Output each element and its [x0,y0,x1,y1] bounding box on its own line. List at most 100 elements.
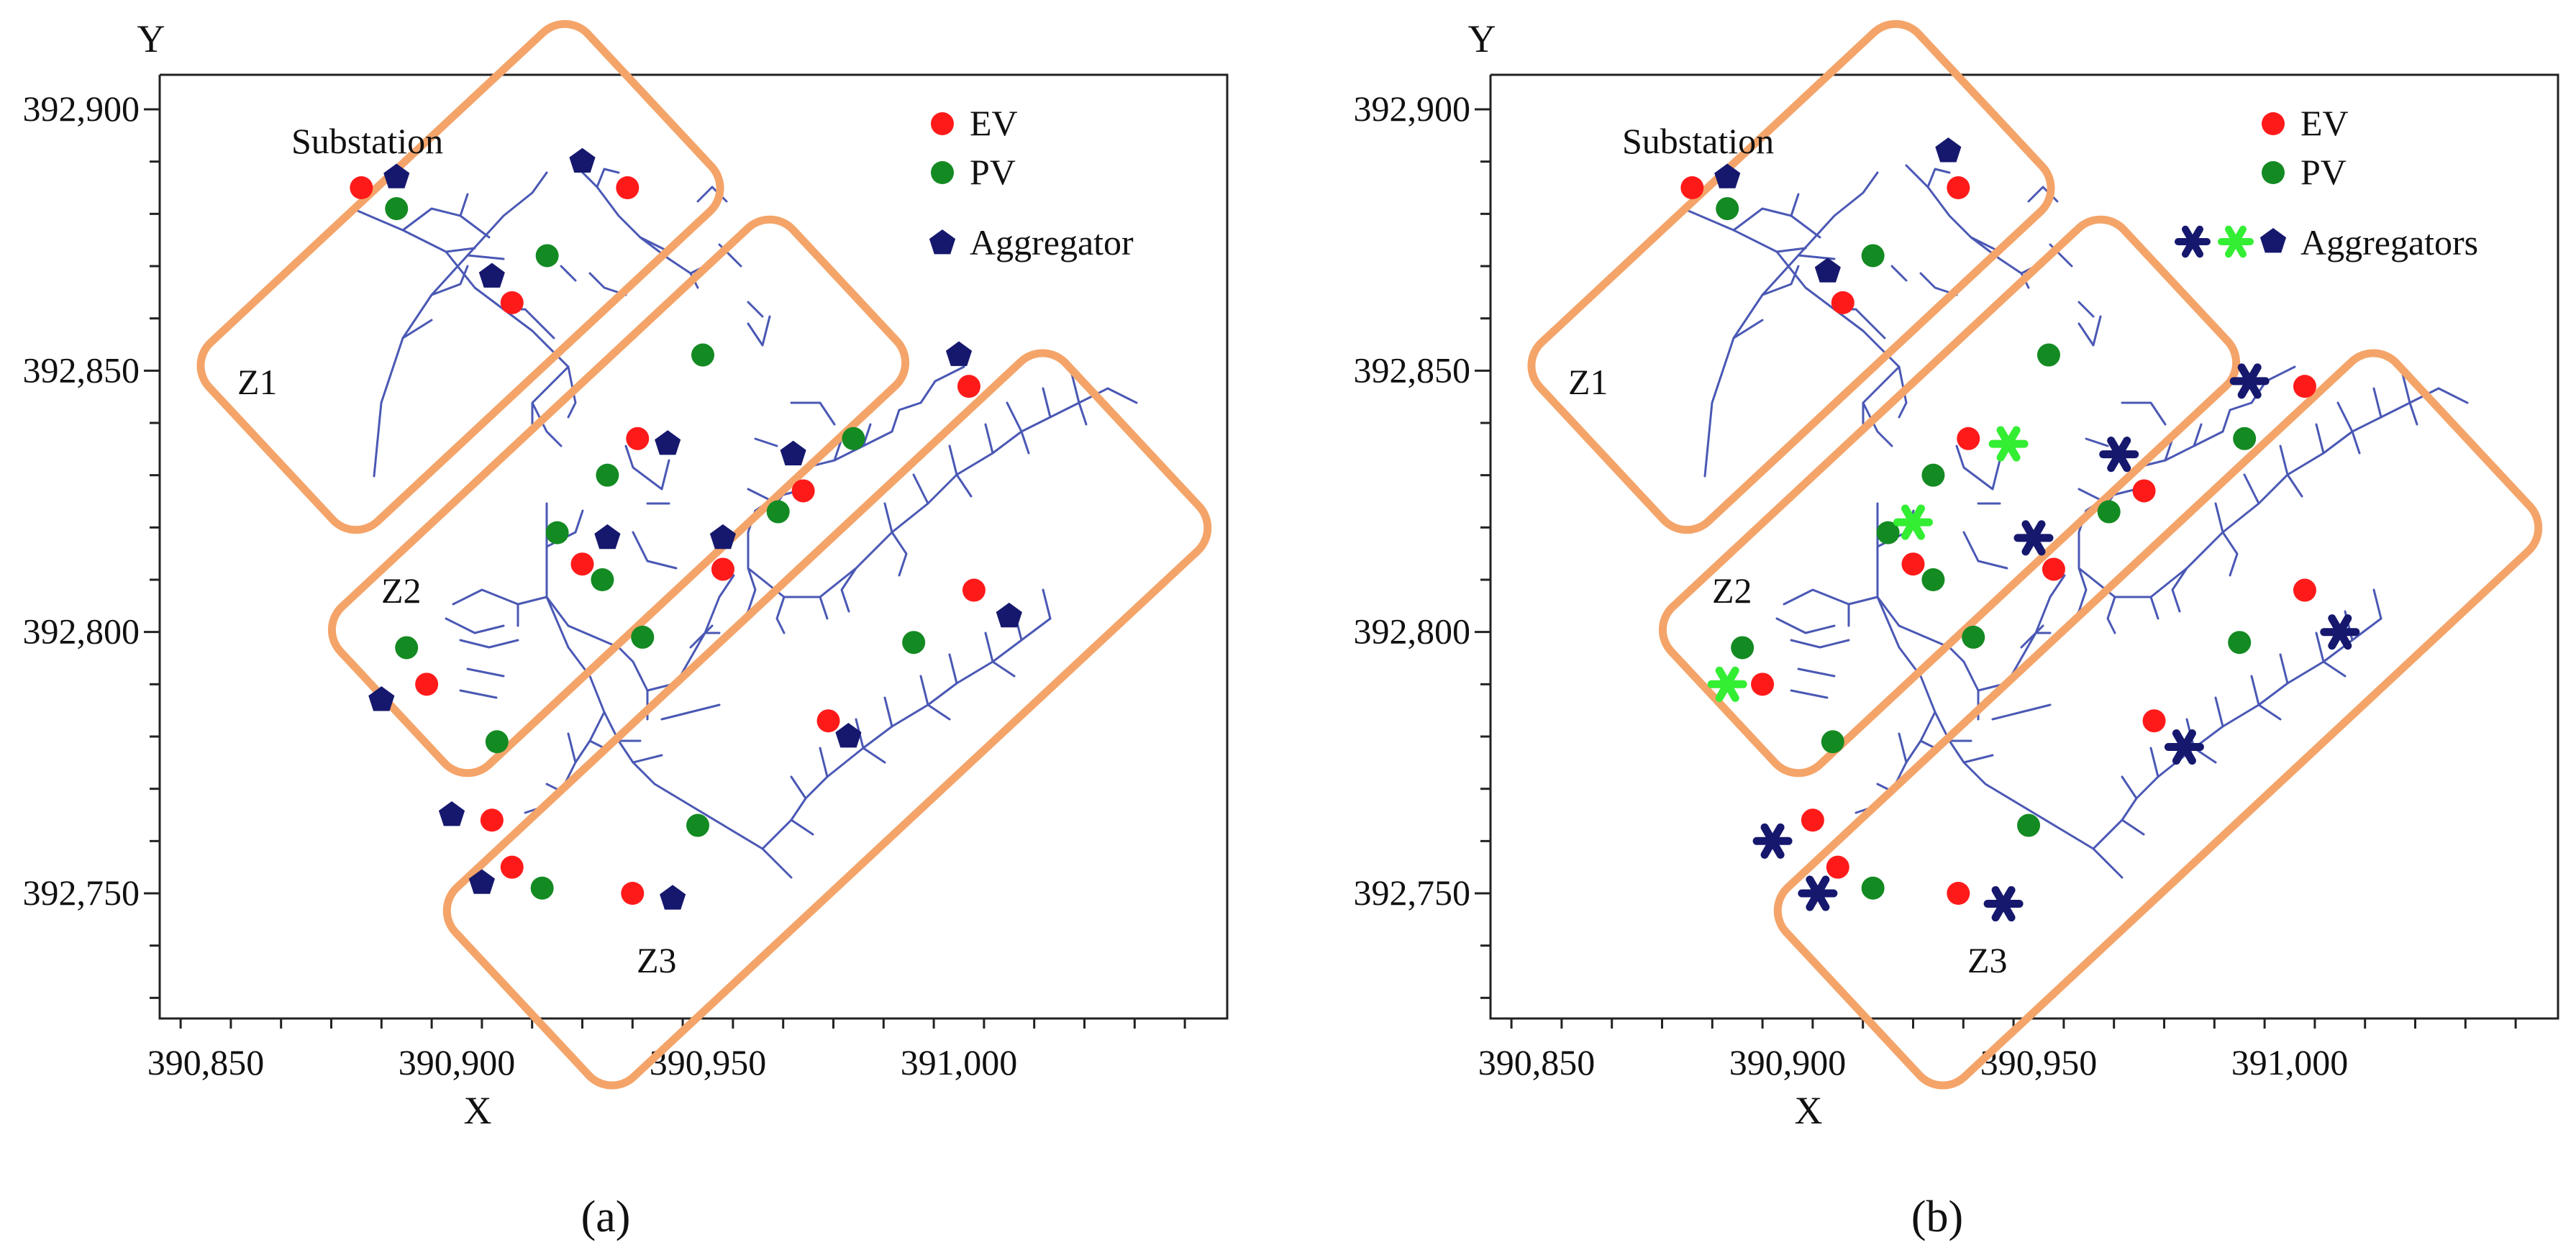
ev-marker [2132,479,2156,503]
ev-marker [2293,375,2316,398]
ev-marker [415,673,439,696]
aggregator-star-marker [1983,886,2024,922]
x-tick-label: 390,850 [1478,1042,1596,1082]
markers [350,147,1022,910]
pv-marker [2017,813,2041,837]
aggregator-star-marker-green [1988,426,2029,462]
pv-marker [535,244,559,268]
ev-marker [480,808,504,832]
zone-2-label: Z2 [381,570,422,611]
aggregator-marker [438,801,465,826]
y-axis-label: Y [137,17,165,60]
aggregator-star-marker [2229,363,2270,399]
ev-marker [616,176,640,199]
legend-ev-label: EV [970,103,1018,143]
zone-3-boundary [442,349,1212,1090]
pv-marker [485,730,509,754]
legend: EV PV Aggregator [929,103,1134,263]
y-axis-label: Y [1468,17,1496,60]
ev-marker [1901,552,1925,576]
ev-marker [621,882,645,905]
y-tick-label: 392,900 [1354,88,1471,129]
panel-caption: (a) [581,1193,631,1241]
pv-marker [385,197,409,221]
aggregator-marker [1935,137,1962,163]
ev-marker [626,427,650,450]
aggregator-star-marker [1798,875,1838,911]
panel-a: 390,850 390,900 390,950 391,000392,900392,8… [23,17,1229,1241]
legend-aggregators-label: Aggregators [2300,222,2478,263]
pv-marker [1821,730,1844,754]
zone-3-label: Z3 [637,940,677,980]
pv-marker [902,631,926,655]
zone-2-boundary [327,215,910,778]
aggregator-star-marker [2099,437,2139,473]
aggregator-marker [835,723,862,748]
y-tick-label: 392,850 [23,350,140,390]
pv-marker [766,500,790,524]
x-tick-label: 390,900 [399,1042,516,1082]
aggregator-marker [660,885,686,910]
aggregator-star-marker-green [1707,666,1747,702]
ev-marker [1947,882,1970,905]
substation-label: Substation [1622,121,1774,161]
zone-3-boundary [1773,349,2543,1090]
ev-marker [1801,808,1824,832]
pv-marker [395,636,419,660]
legend-aggregator-marker [929,229,956,255]
legend-pv-marker [2262,161,2285,184]
legend-ev-marker [2262,112,2285,135]
aggregator-marker [594,524,621,550]
aggregator-star-marker-green [1893,504,1933,540]
ev-marker [1957,427,1980,450]
pv-marker [591,568,614,591]
legend-aggregator-star-green [2218,225,2254,258]
pv-marker [545,521,569,544]
substation-label: Substation [291,121,443,161]
ev-marker [350,176,373,199]
pv-marker [1731,636,1754,660]
aggregator-star-marker [2164,729,2204,765]
aggregator-marker [1814,257,1841,283]
zone-1-label: Z1 [1568,362,1608,402]
y-tick-label: 392,750 [23,872,140,913]
x-axis-label: X [464,1089,492,1132]
zone-1-boundary [1527,19,2055,534]
markers [1680,137,2360,922]
aggregator-marker [655,430,681,455]
pv-marker [2233,427,2257,450]
ev-marker [1751,673,1775,696]
ev-marker [500,291,524,314]
y-tick-label: 392,850 [1354,350,1471,390]
x-tick-label: 390,900 [1729,1042,1847,1082]
ev-marker [570,552,594,576]
legend-pv-marker [931,161,954,184]
pv-marker [842,427,865,450]
aggregator-star-marker [2013,520,2054,556]
legend-pv-label: PV [970,152,1016,192]
aggregator-marker [780,440,806,465]
panel-caption: (b) [1911,1193,1963,1241]
aggregator-marker [569,147,596,173]
ev-marker [2293,578,2316,602]
legend-aggregator-label: Aggregator [970,222,1134,263]
pv-marker [1861,876,1885,900]
ev-marker [711,557,734,581]
zones [1527,19,2543,1090]
legend-pv-label: PV [2300,152,2347,192]
ev-marker [1831,291,1854,314]
ev-marker [962,578,986,602]
y-tick-label: 392,800 [23,611,140,652]
x-tick-label: 391,000 [2231,1042,2349,1082]
pv-marker [2228,631,2252,655]
legend-aggregator-pentagon [2259,228,2287,253]
pv-marker [1876,521,1900,544]
pv-marker [691,343,715,367]
panel-b: 390,850 390,900 390,950 391,000392,900392,8… [1354,17,2559,1241]
pv-marker [1921,568,1945,591]
aggregator-marker [368,686,395,711]
ev-marker [2042,557,2065,581]
legend-ev-label: EV [2300,103,2349,143]
aggregator-star-marker [1752,823,1793,859]
